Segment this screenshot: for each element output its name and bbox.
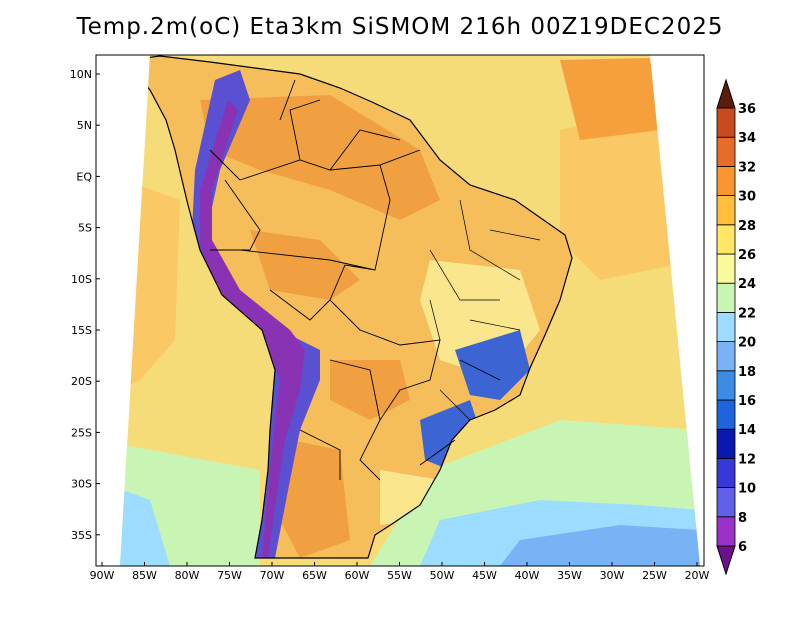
colorbar-label: 36 (738, 102, 756, 117)
colorbar-segment (716, 311, 736, 342)
lat-tick-label: 10N (70, 68, 92, 81)
lon-tick-label: 60W (345, 569, 370, 582)
latitude-axis: 10N 5N EQ 5S 10S 15S 20S 25S 30S 35S (70, 68, 100, 542)
lon-tick-label: 20W (685, 569, 710, 582)
lat-tick-label: 30S (71, 478, 92, 491)
colorbar-label: 34 (738, 131, 756, 146)
colorbar-segment (716, 399, 736, 430)
argentina-hot (280, 440, 350, 558)
colorbar-segment (716, 224, 736, 255)
lon-tick-label: 90W (90, 569, 115, 582)
colorbar-segment (716, 516, 736, 547)
lon-tick-label: 35W (557, 569, 582, 582)
colorbar-segment (716, 253, 736, 284)
colorbar-segment (716, 195, 736, 226)
colorbar-label: 16 (738, 394, 756, 409)
colorbar-label: 32 (738, 160, 756, 175)
colorbar-min-cap (716, 545, 736, 576)
atlantic-hot-zone (560, 58, 660, 140)
colorbar-label: 8 (738, 511, 747, 526)
lon-tick-label: 50W (430, 569, 455, 582)
state-borders (429, 199, 541, 421)
colorbar-segment (716, 370, 736, 401)
temperature-field (96, 55, 700, 566)
colorbar-segment (716, 457, 736, 488)
lat-tick-label: 20S (71, 375, 92, 388)
map-title: Temp.2m(oC) Eta3km SiSMOM 216h 00Z19DEC2… (76, 14, 724, 40)
colorbar-label: 22 (738, 306, 756, 321)
lon-tick-label: 55W (387, 569, 412, 582)
colorbar-label: 28 (738, 219, 756, 234)
colorbar-segment (716, 136, 736, 167)
colorbar-segment (716, 282, 736, 313)
colorbar-segment (716, 428, 736, 459)
lat-tick-label: 25S (71, 426, 92, 439)
colorbar-label: 26 (738, 248, 756, 263)
colorbar-segment (716, 107, 736, 138)
lon-tick-label: 75W (217, 569, 242, 582)
lon-tick-label: 85W (132, 569, 157, 582)
uruguay-mild (380, 470, 440, 525)
se-brazil-cool (455, 330, 530, 400)
amazon-hot (200, 95, 440, 220)
colorbar-label: 14 (738, 423, 756, 438)
south-brazil-cool (420, 400, 480, 470)
colorbar-label: 20 (738, 336, 756, 351)
colorbar-segment (716, 165, 736, 196)
lon-tick-label: 65W (302, 569, 327, 582)
colorbar-label: 6 (738, 540, 747, 555)
lat-tick-label: 35S (71, 529, 92, 542)
atlantic-deep-cold (500, 525, 700, 566)
andes-peaks (200, 100, 305, 558)
colorbar: 6 8 10 12 14 16 18 20 22 24 26 28 30 32 34 36 (716, 78, 756, 576)
lon-tick-label: 25W (642, 569, 667, 582)
colorbar-label: 12 (738, 452, 756, 467)
colorbar-max-cap (716, 78, 736, 109)
lon-tick-label: 45W (472, 569, 497, 582)
lat-tick-label: EQ (76, 170, 92, 183)
lat-tick-label: 15S (71, 324, 92, 337)
colorbar-label: 18 (738, 365, 756, 380)
colorbar-segment (716, 487, 736, 518)
amazon-hot-south (250, 230, 360, 300)
lon-tick-label: 40W (515, 569, 540, 582)
longitude-axis: 90W 85W 80W 75W 70W 65W 60W 55W 50W 45W 40W 35W 30W 2… (90, 562, 710, 582)
colorbar-label: 10 (738, 482, 756, 497)
country-borders (209, 79, 456, 481)
lat-tick-label: 5S (78, 222, 92, 235)
lon-tick-label: 70W (260, 569, 285, 582)
lat-tick-label: 10S (71, 273, 92, 286)
lat-tick-label: 5N (77, 119, 92, 132)
colorbar-label: 24 (738, 277, 756, 292)
lon-tick-label: 30W (600, 569, 625, 582)
colorbar-segment (716, 341, 736, 372)
colorbar-label: 30 (738, 190, 756, 205)
lon-tick-label: 80W (175, 569, 200, 582)
